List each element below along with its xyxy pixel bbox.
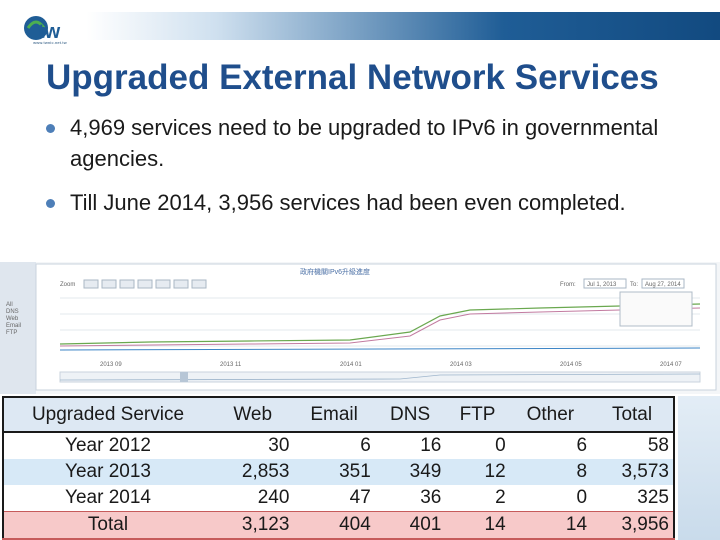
column-header: FTP bbox=[445, 396, 510, 433]
range-handle[interactable] bbox=[180, 372, 188, 382]
navigator-series bbox=[59, 373, 701, 381]
column-header: Email bbox=[293, 396, 375, 433]
zoom-buttons[interactable] bbox=[83, 279, 207, 289]
cell-total: 3,573 bbox=[591, 459, 675, 485]
column-header: Other bbox=[509, 396, 592, 433]
from-date-value: Jul 1, 2013 bbox=[587, 282, 617, 288]
range-navigator[interactable] bbox=[59, 371, 701, 383]
cell-dns: 349 bbox=[374, 459, 446, 485]
row-label: Year 2012 bbox=[2, 432, 212, 459]
to-date-value: Aug 27, 2014 bbox=[645, 282, 681, 288]
cell-email: 351 bbox=[293, 459, 375, 485]
x-tick-label: 2014 03 bbox=[450, 362, 472, 368]
cell-other: 6 bbox=[509, 432, 592, 459]
cell-web: 240 bbox=[212, 485, 294, 512]
cell-dns: 401 bbox=[374, 511, 446, 540]
bullet-icon bbox=[46, 124, 55, 133]
x-tick-label: 2014 01 bbox=[340, 362, 362, 368]
x-tick-label: 2014 05 bbox=[560, 362, 582, 368]
cell-other: 8 bbox=[509, 459, 592, 485]
cell-email: 404 bbox=[293, 511, 375, 540]
x-tick-label: 2013 11 bbox=[220, 362, 242, 368]
zoom-label: Zoom bbox=[60, 282, 75, 288]
legend-entry: DNS bbox=[6, 309, 19, 315]
bullet-item: 4,969 services need to be upgraded to IP… bbox=[40, 112, 720, 174]
table-row: Year 2012 30 6 16 0 6 58 bbox=[2, 432, 675, 459]
series-line-all bbox=[59, 303, 701, 345]
cell-ftp: 14 bbox=[445, 511, 510, 540]
cell-web: 30 bbox=[212, 432, 294, 459]
table-row: Year 2014 240 47 36 2 0 325 bbox=[2, 485, 675, 512]
table-row-total: Total 3,123 404 401 14 14 3,956 bbox=[2, 511, 675, 540]
from-label: From: bbox=[560, 282, 576, 288]
legend-entry: Web bbox=[6, 316, 19, 322]
bullet-text: 4,969 services need to be upgraded to IP… bbox=[70, 115, 659, 171]
embedded-chart-screenshot: 政府機關IPv6升級進度 Zoom From: Jul 1, 2013 To: … bbox=[0, 262, 720, 394]
to-label: To: bbox=[630, 282, 638, 288]
svg-text:tw: tw bbox=[38, 21, 61, 43]
legend-entry: FTP bbox=[6, 330, 17, 336]
row-label: Year 2013 bbox=[2, 459, 212, 485]
cell-dns: 36 bbox=[374, 485, 446, 512]
upgrade-stats-table: Upgraded Service Web Email DNS FTP Other… bbox=[2, 396, 675, 540]
cell-ftp: 2 bbox=[445, 485, 510, 512]
cell-email: 47 bbox=[293, 485, 375, 512]
column-header: DNS bbox=[374, 396, 446, 433]
column-header: Upgraded Service bbox=[2, 396, 212, 433]
cell-web: 2,853 bbox=[212, 459, 294, 485]
legend-entry: All bbox=[6, 302, 13, 308]
chart-title: 政府機關IPv6升級進度 bbox=[300, 267, 370, 276]
chart-gridlines bbox=[60, 297, 700, 347]
table-header-row: Upgraded Service Web Email DNS FTP Other… bbox=[2, 396, 675, 433]
series-line-web bbox=[59, 307, 701, 347]
x-tick-label: 2014 07 bbox=[660, 362, 682, 368]
legend-entry: Email bbox=[6, 323, 21, 329]
logo-caption: www.twnic.net.tw bbox=[33, 40, 67, 45]
cell-other: 14 bbox=[509, 511, 592, 540]
cell-email: 6 bbox=[293, 432, 375, 459]
chart-left-strip bbox=[0, 262, 36, 394]
header-bar bbox=[0, 12, 720, 40]
bullet-item: Till June 2014, 3,956 services had been … bbox=[40, 187, 720, 218]
table-row: Year 2013 2,853 351 349 12 8 3,573 bbox=[2, 459, 675, 485]
row-label: Year 2014 bbox=[2, 485, 212, 512]
to-date-input[interactable] bbox=[641, 278, 685, 289]
cell-total: 325 bbox=[591, 485, 675, 512]
x-axis-ticks: 2013 09 2013 11 2014 01 2014 03 2014 05 … bbox=[100, 362, 682, 368]
column-header: Total bbox=[591, 396, 675, 433]
cell-other: 0 bbox=[509, 485, 592, 512]
row-label: Total bbox=[2, 511, 212, 540]
cell-ftp: 0 bbox=[445, 432, 510, 459]
page-title: Upgraded External Network Services bbox=[46, 58, 659, 97]
cell-total: 58 bbox=[591, 432, 675, 459]
cell-dns: 16 bbox=[374, 432, 446, 459]
chart-tooltip bbox=[619, 291, 693, 327]
series-line-dns bbox=[59, 347, 701, 351]
bullet-icon bbox=[46, 199, 55, 208]
bullet-list: 4,969 services need to be upgraded to IP… bbox=[40, 112, 720, 231]
from-date-input[interactable] bbox=[583, 278, 627, 289]
x-tick-label: 2013 09 bbox=[100, 362, 122, 368]
cell-total: 3,956 bbox=[591, 511, 675, 540]
twnic-logo: tw bbox=[24, 16, 61, 43]
chart-legend: All DNS Web Email FTP bbox=[6, 302, 21, 336]
cell-ftp: 12 bbox=[445, 459, 510, 485]
cell-web: 3,123 bbox=[212, 511, 294, 540]
decorative-side-strip bbox=[678, 396, 720, 540]
bullet-text: Till June 2014, 3,956 services had been … bbox=[70, 190, 626, 215]
column-header: Web bbox=[212, 396, 294, 433]
